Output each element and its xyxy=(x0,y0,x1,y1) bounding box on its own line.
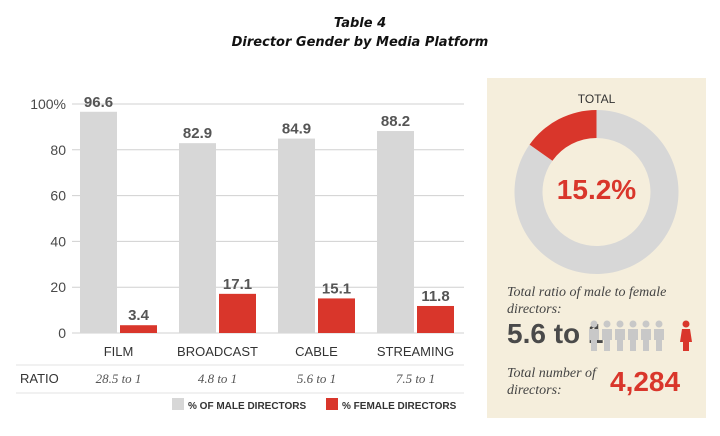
male-person-icon xyxy=(641,320,651,351)
chart-heading: Director Gender by Media Platform xyxy=(231,35,489,50)
category-label: CABLE xyxy=(295,344,338,359)
data-label: 3.4 xyxy=(128,307,150,324)
female-bar xyxy=(120,325,157,333)
legend-label-male: % OF MALE DIRECTORS xyxy=(188,401,306,412)
male-person-icon xyxy=(615,320,625,351)
male-person-icon xyxy=(602,320,612,351)
male-bar xyxy=(179,143,216,333)
director-count: 4,284 xyxy=(610,366,681,397)
total-donut-chart xyxy=(514,110,679,274)
category-label: BROADCAST xyxy=(177,344,258,359)
female-bar xyxy=(318,298,355,333)
ratio-row-label: RATIO xyxy=(20,371,59,386)
y-tick-label: 20 xyxy=(50,279,66,295)
data-label: 84.9 xyxy=(282,121,311,138)
ratio-value: 5.6 to 1 xyxy=(507,318,604,349)
legend-label-female: % FEMALE DIRECTORS xyxy=(342,401,457,412)
male-person-icon xyxy=(589,320,599,351)
male-person-icon xyxy=(628,320,638,351)
legend-swatch-male xyxy=(172,398,184,410)
count-caption: Total number of directors: xyxy=(507,366,596,398)
y-tick-label: 40 xyxy=(50,233,66,249)
y-tick-label: 0 xyxy=(58,325,66,341)
total-panel: TOTAL 15.2% Total ratio of male to femal… xyxy=(487,78,706,418)
female-percentage: 15.2% xyxy=(556,174,637,205)
y-tick-label: 100% xyxy=(30,96,66,112)
ratio-caption: Total ratio of male to female directors: xyxy=(507,285,667,317)
male-bar xyxy=(377,131,414,333)
female-bar xyxy=(417,305,454,333)
male-bar xyxy=(278,138,315,333)
data-label: 11.8 xyxy=(421,288,449,305)
total-title: TOTAL xyxy=(577,92,616,106)
female-person-icon xyxy=(680,320,692,351)
ratio-value: 4.8 to 1 xyxy=(198,371,237,386)
chart-title: Table 4 Director Gender by Media Platfor… xyxy=(0,14,720,52)
ratio-value: 28.5 to 1 xyxy=(96,371,142,386)
y-tick-label: 80 xyxy=(50,142,66,158)
category-label: FILM xyxy=(104,344,134,359)
donut-female-slice xyxy=(529,110,597,161)
data-label: 88.2 xyxy=(381,113,410,130)
male-bar xyxy=(80,111,117,333)
y-tick-label: 60 xyxy=(50,188,66,204)
ratio-value: 7.5 to 1 xyxy=(396,371,435,386)
donut-male-slice xyxy=(514,110,679,274)
legend-swatch-female xyxy=(326,398,338,410)
data-label: 15.1 xyxy=(322,280,351,297)
table-number: Table 4 xyxy=(333,16,387,31)
bar-chart: 100% 80 60 40 20 0 96.6 3.4 FILM 28.5 to 1 82.9 17.… xyxy=(16,94,464,412)
female-bar xyxy=(219,293,256,333)
category-label: STREAMING xyxy=(377,344,454,359)
people-icons xyxy=(589,320,692,351)
data-label: 96.6 xyxy=(84,94,113,111)
male-person-icon xyxy=(654,320,664,351)
ratio-value: 5.6 to 1 xyxy=(297,371,336,386)
data-label: 82.9 xyxy=(183,125,212,142)
data-label: 17.1 xyxy=(223,276,252,293)
